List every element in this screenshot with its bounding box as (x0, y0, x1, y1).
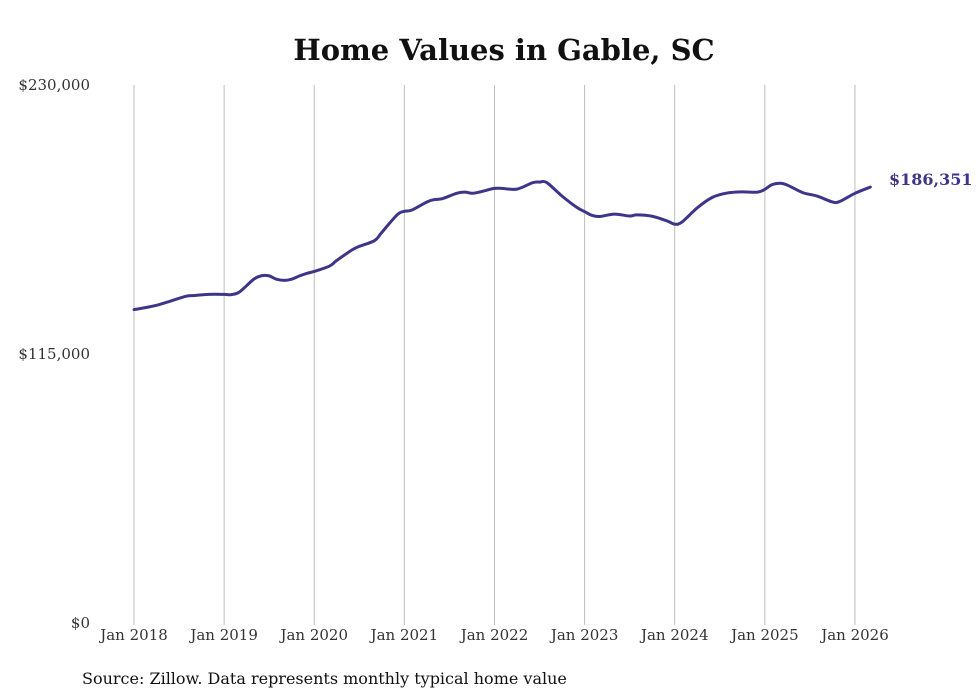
series-line-0 (132, 179, 872, 312)
x-tick-label: Jan 2025 (729, 626, 799, 644)
series-layer (132, 179, 872, 312)
y-tick-label: $115,000 (18, 345, 90, 363)
x-tick-label: Jan 2024 (639, 626, 709, 644)
x-tick-label: Jan 2019 (188, 626, 258, 644)
last-value-label: $186,351 (889, 170, 973, 189)
y-axis-ticks: $0 $115,000 $230,000 (18, 76, 90, 632)
x-tick-label: Jan 2021 (369, 626, 439, 644)
y-tick-label: $0 (71, 614, 90, 632)
y-tick-label: $230,000 (18, 76, 90, 94)
x-axis-ticks: Jan 2018 Jan 2019 Jan 2020 Jan 2021 Jan 2022… (98, 626, 889, 644)
source-note: Source: Zillow. Data represents monthly … (82, 669, 567, 688)
gridlines (133, 85, 856, 625)
chart-title: Home Values in Gable, SC (293, 33, 714, 67)
x-tick-label: Jan 2020 (278, 626, 348, 644)
x-tick-label: Jan 2022 (459, 626, 529, 644)
x-tick-label: Jan 2023 (549, 626, 619, 644)
x-tick-label: Jan 2026 (819, 626, 889, 644)
x-tick-label: Jan 2018 (98, 626, 168, 644)
